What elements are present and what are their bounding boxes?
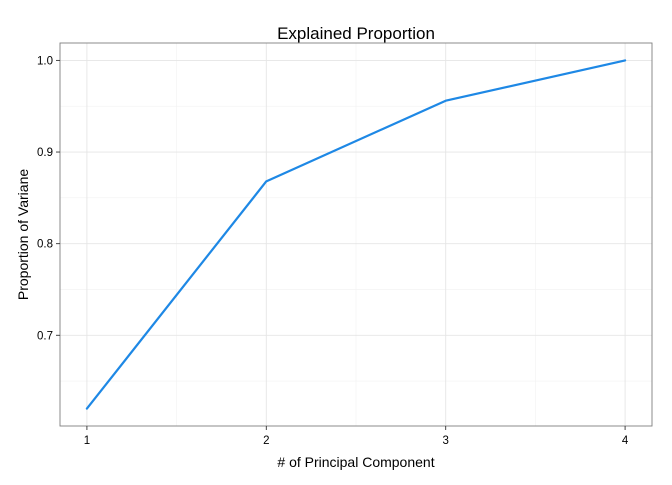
x-tick-label: 3 xyxy=(442,435,448,447)
y-axis-title: Proportion of Variane xyxy=(15,169,31,300)
x-tick-label: 4 xyxy=(622,435,629,447)
x-tick-label: 2 xyxy=(263,435,269,447)
series-layer xyxy=(85,59,627,410)
plot-panel-border xyxy=(59,42,653,427)
x-tick-label: 1 xyxy=(84,435,90,447)
y-tick-label: 0.8 xyxy=(37,239,53,251)
axis-ticks xyxy=(56,59,626,430)
y-tick-label: 0.7 xyxy=(37,330,53,342)
y-tick-label: 0.9 xyxy=(37,147,53,159)
tick-labels: 1 2 3 4 0.7 0.8 0.9 1.0 xyxy=(37,55,629,447)
x-axis-title: # of Principal Component xyxy=(277,454,434,470)
series-line xyxy=(85,59,627,410)
y-tick-label: 1.0 xyxy=(37,55,53,67)
chart-title: Explained Proportion xyxy=(277,24,435,43)
grid-lines xyxy=(60,43,652,426)
